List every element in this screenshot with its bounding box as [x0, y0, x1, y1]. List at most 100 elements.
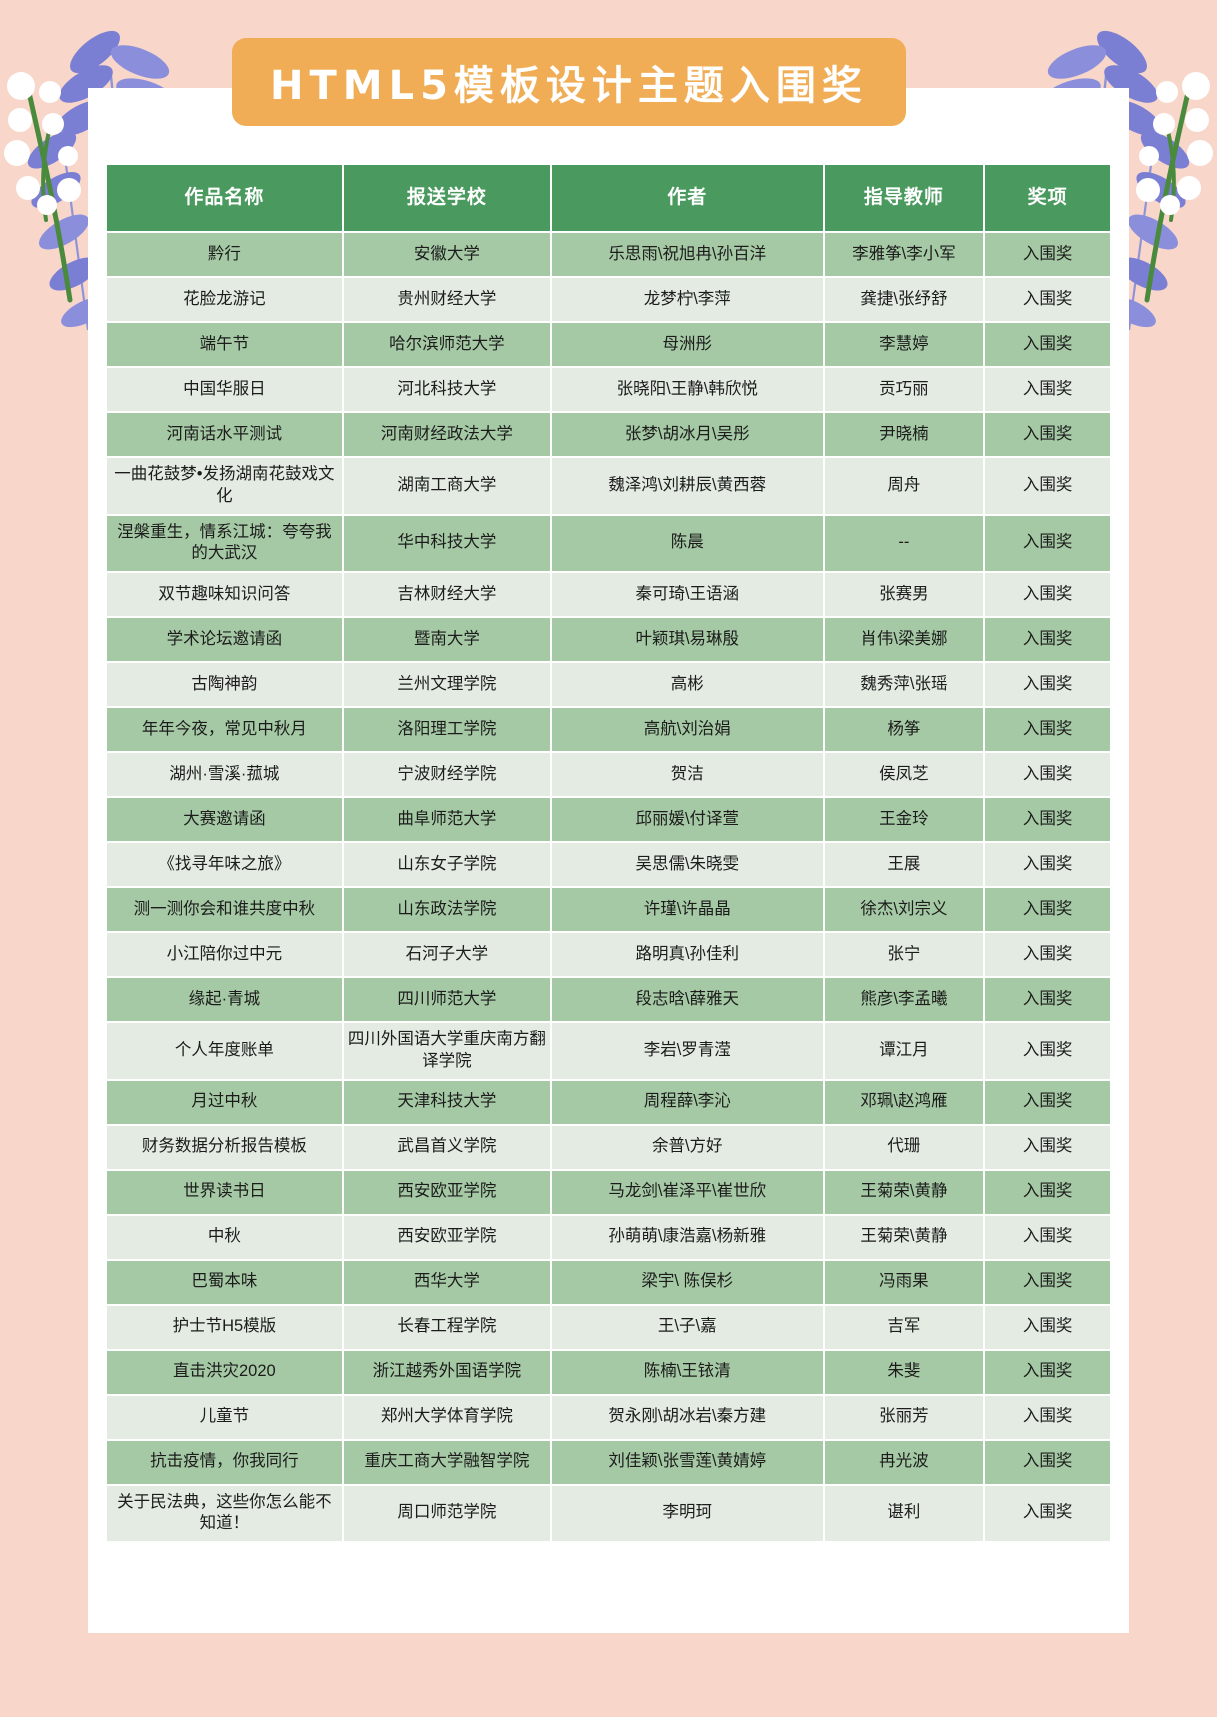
cell-author: 高航\刘治娟 [551, 708, 823, 754]
cell-award: 入围奖 [985, 1395, 1110, 1441]
cell-author: 秦可琦\王语涵 [551, 573, 823, 619]
cell-instructor: -- [824, 515, 984, 574]
cell-award: 入围奖 [985, 233, 1110, 278]
cell-instructor: 朱斐 [824, 1350, 984, 1396]
cell-author: 李明珂 [551, 1485, 823, 1544]
cell-school: 安徽大学 [343, 233, 550, 278]
cell-award: 入围奖 [985, 278, 1110, 323]
cell-school: 山东政法学院 [343, 888, 550, 934]
table-row: 湖州·雪溪·菰城 宁波财经学院 贺洁 侯凤芝 入围奖 [107, 753, 1110, 799]
cell-instructor: 熊彦\李孟曦 [824, 978, 984, 1024]
cell-school: 四川师范大学 [343, 978, 550, 1024]
cell-work-name: 直击洪灾2020 [107, 1350, 342, 1396]
cell-school: 华中科技大学 [343, 515, 550, 574]
cell-work-name: 年年今夜，常见中秋月 [107, 708, 342, 754]
table-row: 黔行 安徽大学 乐思雨\祝旭冉\孙百洋 李雅筝\李小军 入围奖 [107, 233, 1110, 278]
table-header: 作品名称 报送学校 作者 指导教师 奖项 [107, 165, 1110, 233]
cell-instructor: 周舟 [824, 458, 984, 516]
table-row: 河南话水平测试 河南财经政法大学 张梦\胡冰月\吴彤 尹晓楠 入围奖 [107, 413, 1110, 458]
table-row: 双节趣味知识问答 吉林财经大学 秦可琦\王语涵 张赛男 入围奖 [107, 573, 1110, 619]
cell-work-name: 财务数据分析报告模板 [107, 1125, 342, 1171]
table-row: 花脸龙游记 贵州财经大学 龙梦柠\李萍 龚捷\张纾舒 入围奖 [107, 278, 1110, 323]
cell-instructor: 王金玲 [824, 798, 984, 844]
cell-award: 入围奖 [985, 368, 1110, 413]
cell-award: 入围奖 [985, 978, 1110, 1024]
cell-author: 余普\方好 [551, 1125, 823, 1171]
table-row: 小江陪你过中元 石河子大学 路明真\孙佳利 张宁 入围奖 [107, 933, 1110, 979]
cell-author: 周程薛\李沁 [551, 1080, 823, 1126]
cell-work-name: 测一测你会和谁共度中秋 [107, 888, 342, 934]
berry-sprig [4, 72, 81, 303]
cell-school: 西华大学 [343, 1260, 550, 1306]
cell-award: 入围奖 [985, 1485, 1110, 1544]
cell-instructor: 吉军 [824, 1305, 984, 1351]
cell-author: 李岩\罗青滢 [551, 1023, 823, 1081]
cell-work-name: 儿童节 [107, 1395, 342, 1441]
cell-instructor: 张丽芳 [824, 1395, 984, 1441]
cell-school: 石河子大学 [343, 933, 550, 979]
cell-award: 入围奖 [985, 1125, 1110, 1171]
cell-award: 入围奖 [985, 843, 1110, 889]
table-row: 中国华服日 河北科技大学 张晓阳\王静\韩欣悦 贡巧丽 入围奖 [107, 368, 1110, 413]
column-header-work-name: 作品名称 [107, 165, 342, 233]
column-header-school: 报送学校 [343, 165, 550, 233]
cell-school: 重庆工商大学融智学院 [343, 1440, 550, 1486]
cell-author: 高彬 [551, 663, 823, 709]
cell-award: 入围奖 [985, 798, 1110, 844]
cell-instructor: 侯凤芝 [824, 753, 984, 799]
table-row: 大赛邀请函 曲阜师范大学 邱丽媛\付译萱 王金玲 入围奖 [107, 798, 1110, 844]
cell-work-name: 关于民法典，这些你怎么能不知道！ [107, 1485, 342, 1544]
cell-work-name: 中秋 [107, 1215, 342, 1261]
cell-author: 魏泽鸿\刘耕辰\黄西蓉 [551, 458, 823, 516]
cell-school: 宁波财经学院 [343, 753, 550, 799]
cell-author: 路明真\孙佳利 [551, 933, 823, 979]
cell-author: 孙萌萌\康浩嘉\杨新雅 [551, 1215, 823, 1261]
cell-work-name: 双节趣味知识问答 [107, 573, 342, 619]
award-table: 作品名称 报送学校 作者 指导教师 奖项 黔行 安徽大学 乐思雨\祝旭冉\孙百洋 李雅… [105, 165, 1112, 1544]
cell-instructor: 徐杰\刘宗义 [824, 888, 984, 934]
cell-award: 入围奖 [985, 573, 1110, 619]
cell-instructor: 李慧婷 [824, 323, 984, 368]
table-row: 《找寻年味之旅》 山东女子学院 吴思儒\朱晓雯 王展 入围奖 [107, 843, 1110, 889]
cell-school: 曲阜师范大学 [343, 798, 550, 844]
cell-school: 湖南工商大学 [343, 458, 550, 516]
cell-author: 许瑾\许晶晶 [551, 888, 823, 934]
table-row: 抗击疫情，你我同行 重庆工商大学融智学院 刘佳颖\张雪莲\黄婧婷 冉光波 入围奖 [107, 1440, 1110, 1486]
cell-author: 王\子\嘉 [551, 1305, 823, 1351]
cell-author: 邱丽媛\付译萱 [551, 798, 823, 844]
cell-school: 西安欧亚学院 [343, 1170, 550, 1216]
cell-author: 龙梦柠\李萍 [551, 278, 823, 323]
table-row: 世界读书日 西安欧亚学院 马龙剑\崔泽平\崔世欣 王菊荣\黄静 入围奖 [107, 1170, 1110, 1216]
cell-work-name: 河南话水平测试 [107, 413, 342, 458]
cell-award: 入围奖 [985, 458, 1110, 516]
cell-school: 四川外国语大学重庆南方翻译学院 [343, 1023, 550, 1081]
cell-award: 入围奖 [985, 1170, 1110, 1216]
cell-award: 入围奖 [985, 1440, 1110, 1486]
cell-award: 入围奖 [985, 708, 1110, 754]
cell-instructor: 王菊荣\黄静 [824, 1215, 984, 1261]
table-row: 学术论坛邀请函 暨南大学 叶颖琪\易琳殷 肖伟\梁美娜 入围奖 [107, 618, 1110, 664]
cell-author: 张梦\胡冰月\吴彤 [551, 413, 823, 458]
cell-award: 入围奖 [985, 1260, 1110, 1306]
cell-school: 兰州文理学院 [343, 663, 550, 709]
table-row: 儿童节 郑州大学体育学院 贺永刚\胡冰岩\秦方建 张丽芳 入围奖 [107, 1395, 1110, 1441]
cell-work-name: 小江陪你过中元 [107, 933, 342, 979]
cell-award: 入围奖 [985, 323, 1110, 368]
cell-instructor: 魏秀萍\张瑶 [824, 663, 984, 709]
award-table-container: 作品名称 报送学校 作者 指导教师 奖项 黔行 安徽大学 乐思雨\祝旭冉\孙百洋 李雅… [105, 165, 1112, 1544]
cell-award: 入围奖 [985, 413, 1110, 458]
cell-work-name: 黔行 [107, 233, 342, 278]
table-row: 一曲花鼓梦•发扬湖南花鼓戏文化 湖南工商大学 魏泽鸿\刘耕辰\黄西蓉 周舟 入围奖 [107, 458, 1110, 516]
cell-instructor: 肖伟\梁美娜 [824, 618, 984, 664]
cell-work-name: 护士节H5模版 [107, 1305, 342, 1351]
cell-instructor: 贡巧丽 [824, 368, 984, 413]
cell-school: 周口师范学院 [343, 1485, 550, 1544]
table-row: 月过中秋 天津科技大学 周程薛\李沁 邓珮\赵鸿雁 入围奖 [107, 1080, 1110, 1126]
cell-author: 贺洁 [551, 753, 823, 799]
cell-award: 入围奖 [985, 1305, 1110, 1351]
cell-award: 入围奖 [985, 663, 1110, 709]
cell-school: 吉林财经大学 [343, 573, 550, 619]
cell-school: 浙江越秀外国语学院 [343, 1350, 550, 1396]
table-header-row: 作品名称 报送学校 作者 指导教师 奖项 [107, 165, 1110, 233]
cell-school: 长春工程学院 [343, 1305, 550, 1351]
